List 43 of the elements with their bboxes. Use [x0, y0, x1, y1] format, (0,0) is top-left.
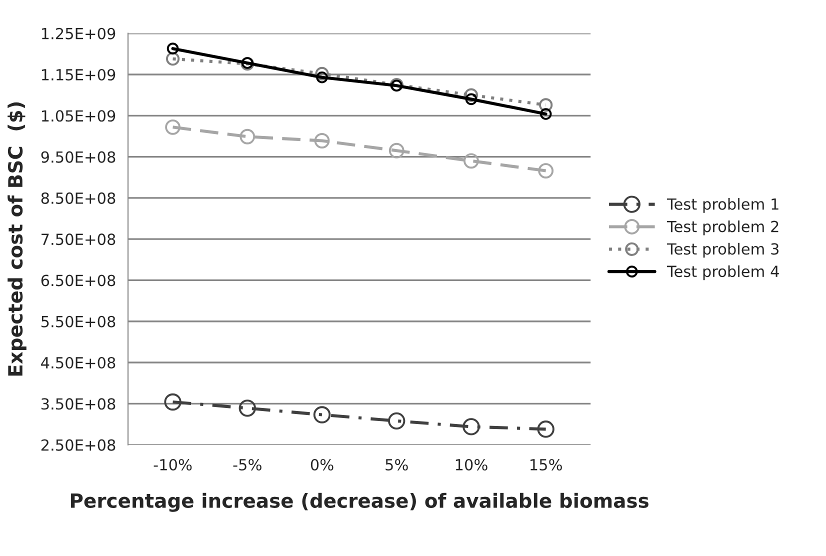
- point: [388, 142, 404, 158]
- point: [464, 88, 478, 102]
- x-tick-label: 0%: [310, 458, 334, 471]
- point: [388, 412, 406, 430]
- y-tick-label: 5.50E+08: [41, 316, 116, 328]
- point: [314, 133, 330, 148]
- x-tick-label: 5%: [386, 458, 408, 471]
- point: [465, 93, 478, 106]
- point: [316, 71, 328, 84]
- point: [538, 163, 554, 178]
- x-tick-label: -10%: [154, 458, 192, 471]
- legend-label: Test problem 4: [666, 265, 779, 280]
- point: [315, 66, 329, 80]
- point: [539, 98, 553, 112]
- y-tick-label: 7.50E+08: [42, 234, 116, 246]
- legend-label: Test problem 3: [666, 242, 779, 258]
- y-tick-label: 9.50E+08: [41, 151, 116, 163]
- y-tick-label: 8.50E+08: [41, 192, 116, 204]
- point: [166, 52, 180, 66]
- y-tick-label: 1.05E+09: [42, 110, 116, 122]
- y-axis-title: Expected cost of BSC ($): [8, 102, 26, 376]
- point: [313, 406, 331, 424]
- legend-label: Test problem 2: [666, 220, 778, 236]
- x-tick-label: -5%: [233, 458, 262, 471]
- point: [164, 393, 182, 411]
- y-tick-label: 1.25E+09: [42, 28, 116, 40]
- legend-label: Test problem 1: [666, 198, 778, 213]
- point: [464, 153, 479, 169]
- x-tick-label: 15%: [530, 458, 562, 471]
- y-tick-label: 4.50E+08: [41, 356, 116, 369]
- point: [240, 128, 256, 144]
- x-tick-label: 10%: [456, 458, 488, 471]
- y-tick-label: 1.15E+09: [42, 68, 116, 81]
- y-tick-label: 2.50E+08: [41, 439, 116, 451]
- y-tick-label: 6.50E+08: [41, 274, 116, 286]
- point: [462, 418, 480, 436]
- point: [537, 420, 554, 438]
- x-axis-title: Percentage increase (decrease) of available biomass: [71, 492, 648, 512]
- point: [165, 119, 181, 135]
- point: [238, 400, 256, 417]
- point: [540, 108, 552, 120]
- point: [166, 42, 179, 54]
- y-tick-label: 3.50E+08: [41, 398, 116, 410]
